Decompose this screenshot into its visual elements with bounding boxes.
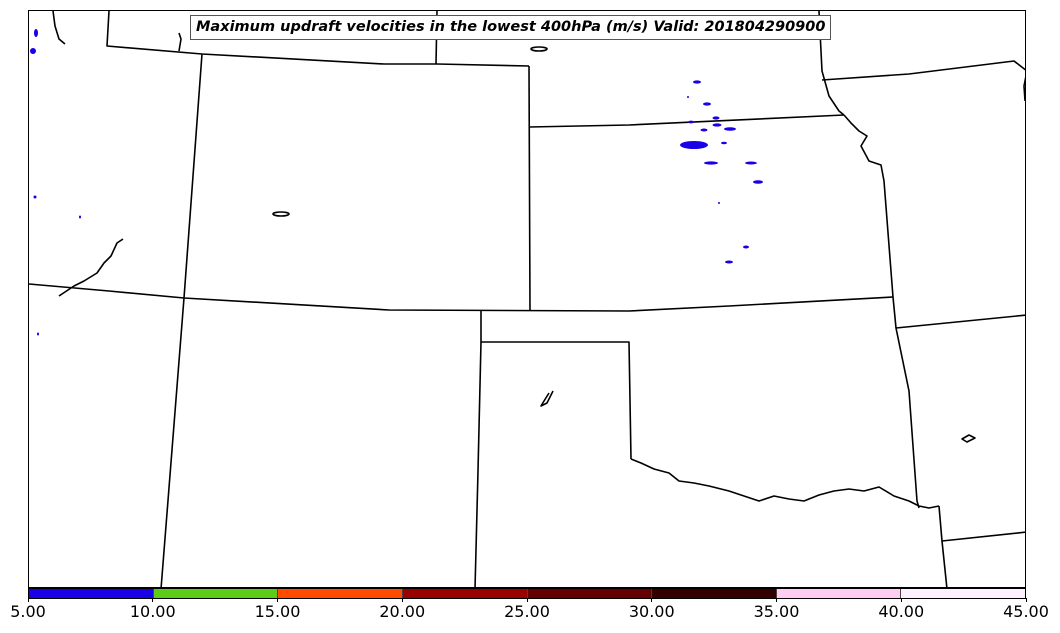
updraft-cell	[704, 161, 718, 165]
updraft-cell	[680, 141, 708, 149]
colorbar-segment	[152, 589, 278, 598]
updraft-cell	[721, 141, 727, 145]
mo-ar-border	[895, 314, 1025, 329]
colorbar-segment	[29, 589, 153, 598]
colorbar-tick-label: 40.00	[878, 602, 925, 621]
updraft-cell	[693, 80, 701, 84]
map-frame	[28, 10, 1026, 588]
ar-la-border	[941, 531, 1025, 542]
updraft-cell	[753, 180, 763, 184]
ar-border	[938, 505, 948, 587]
colorbar-segment	[401, 589, 527, 598]
updraft-cell	[687, 96, 689, 98]
colorbar-segment	[775, 589, 901, 598]
colorbar-tick	[776, 598, 777, 602]
ks-east-border	[843, 114, 894, 298]
updraft-cell	[745, 161, 757, 165]
state-boundaries	[29, 11, 1025, 587]
reservoir-2	[530, 46, 548, 52]
ok-east-border	[892, 296, 920, 509]
colorbar-segment	[526, 589, 652, 598]
reservoir-4	[961, 434, 976, 443]
colorbar-tick	[152, 598, 154, 602]
colorbar-tick-label: 35.00	[753, 602, 800, 621]
colorbar-tick	[900, 598, 902, 602]
colorbar-segment	[900, 589, 1025, 598]
colorbar-tick	[526, 598, 528, 602]
colorbar-tick-label: 45.00	[1003, 602, 1049, 621]
colorbar-tick	[401, 598, 403, 602]
updraft-cell	[700, 128, 708, 132]
colorbar-ticks: 5.00 10.00 15.00 20.00 25.00 30.00 35.00 40.00 4…	[0, 598, 1060, 633]
colorbar-tick-label: 30.00	[628, 602, 675, 621]
colorbar-tick	[277, 598, 278, 602]
updraft-cell	[703, 102, 711, 106]
updraft-cell	[725, 260, 733, 264]
reservoir-3	[540, 390, 554, 407]
colorbar-segment	[277, 589, 402, 598]
ok-panhandle	[480, 311, 632, 460]
updraft-cell	[724, 127, 736, 131]
reservoir-1	[272, 211, 290, 217]
state-boundary-map	[29, 11, 1025, 587]
updraft-cell	[688, 120, 694, 124]
lake-shore	[58, 238, 124, 297]
updraft-cell	[712, 123, 722, 127]
colorbar-tick-label: 25.00	[504, 602, 550, 621]
colorbar-tick	[1025, 598, 1027, 602]
ia-border	[821, 60, 1025, 81]
wy-border	[106, 11, 530, 67]
co-east-border	[528, 65, 531, 312]
colorbar-tick-label: 10.00	[129, 602, 176, 621]
co-nm-border	[29, 283, 894, 312]
updraft-cell	[712, 116, 720, 120]
updraft-cell	[30, 48, 36, 54]
co-west-border	[160, 53, 203, 587]
updraft-cell	[33, 195, 37, 199]
map-title: Maximum updraft velocities in the lowest…	[190, 15, 832, 40]
missouri-river	[818, 11, 845, 116]
ne-ks-border	[528, 114, 845, 128]
colorbar-tick-label: 20.00	[379, 602, 426, 621]
colorbar-tick-label: 5.00	[10, 602, 46, 621]
updraft-cells	[30, 29, 763, 336]
updraft-cell	[37, 332, 39, 336]
updraft-cell	[743, 245, 749, 249]
ia-east	[1023, 76, 1025, 102]
nm-east-border	[474, 341, 482, 587]
red-river	[630, 458, 940, 509]
colorbar-tick-label: 15.00	[254, 602, 301, 621]
colorbar-tick	[27, 598, 29, 602]
colorbar-tick	[651, 598, 653, 602]
updraft-cell	[718, 202, 720, 204]
colorbar-segment	[651, 589, 776, 598]
updraft-cell	[34, 29, 38, 37]
reservoir-5	[178, 32, 182, 52]
updraft-cell	[79, 215, 81, 219]
lake-small	[52, 11, 66, 45]
